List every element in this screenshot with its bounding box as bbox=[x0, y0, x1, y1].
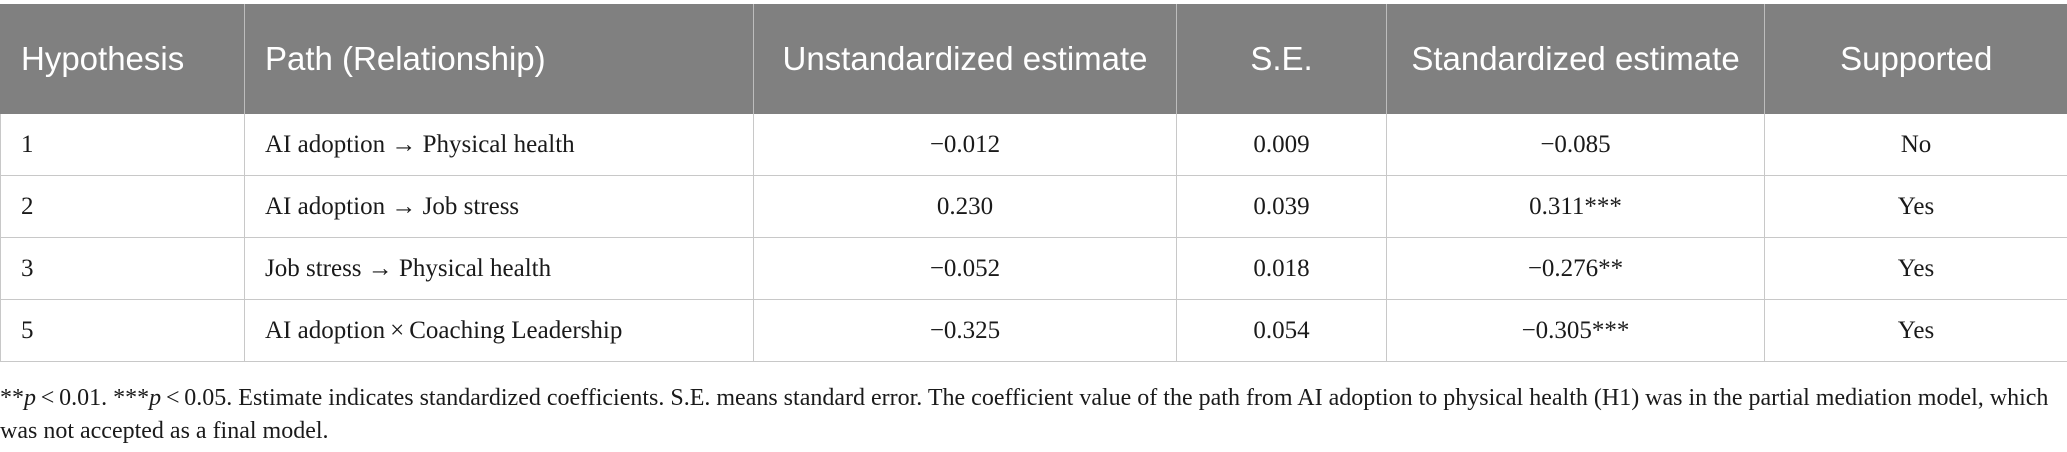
cell-se: 0.018 bbox=[1176, 237, 1387, 300]
cell-supported: Yes bbox=[1764, 299, 2067, 362]
cell-unstandardized: −0.012 bbox=[753, 114, 1177, 176]
cell-unstandardized: −0.052 bbox=[753, 237, 1177, 300]
table-row: 5 AI adoption × Coaching Leadership −0.3… bbox=[0, 299, 2067, 362]
cell-path: AI adoption × Coaching Leadership bbox=[244, 299, 754, 362]
footnote-sig1-p: p bbox=[24, 385, 36, 411]
table-header: Hypothesis Path (Relationship) Unstandar… bbox=[0, 4, 2067, 114]
header-supported: Supported bbox=[1764, 4, 2067, 114]
table-body: 1 AI adoption → Physical health −0.012 0… bbox=[0, 114, 2067, 362]
header-standardized-estimate: Standardized estimate bbox=[1386, 4, 1765, 114]
footnote-sig1-rest: < 0.01. bbox=[36, 385, 114, 411]
cell-se: 0.009 bbox=[1176, 114, 1387, 176]
cell-supported: Yes bbox=[1764, 237, 2067, 300]
cell-standardized: −0.276** bbox=[1386, 237, 1765, 300]
cell-hypothesis: 3 bbox=[0, 237, 245, 300]
hypothesis-results-table: Hypothesis Path (Relationship) Unstandar… bbox=[0, 4, 2067, 362]
cell-path: Job stress → Physical health bbox=[244, 237, 754, 300]
footnote-sig1-stars: ** bbox=[0, 385, 24, 411]
header-row: Hypothesis Path (Relationship) Unstandar… bbox=[0, 4, 2067, 114]
header-path: Path (Relationship) bbox=[244, 4, 754, 114]
cell-unstandardized: 0.230 bbox=[753, 175, 1177, 238]
footnote-sig2-stars: *** bbox=[113, 385, 150, 411]
cell-path: AI adoption → Physical health bbox=[244, 114, 754, 176]
results-table-container: Hypothesis Path (Relationship) Unstandar… bbox=[0, 4, 2067, 362]
header-unstandardized-estimate: Unstandardized estimate bbox=[753, 4, 1177, 114]
cell-standardized: 0.311*** bbox=[1386, 175, 1765, 238]
cell-path: AI adoption → Job stress bbox=[244, 175, 754, 238]
cell-supported: Yes bbox=[1764, 175, 2067, 238]
cell-se: 0.039 bbox=[1176, 175, 1387, 238]
table-row: 2 AI adoption → Job stress 0.230 0.039 0… bbox=[0, 175, 2067, 238]
table-footnote: **p < 0.01. ***p < 0.05. Estimate indica… bbox=[0, 382, 2050, 448]
footnote-sig2-rest: < 0.05. Estimate indicates standardized … bbox=[0, 385, 2049, 444]
cell-standardized: −0.305*** bbox=[1386, 299, 1765, 362]
header-hypothesis: Hypothesis bbox=[0, 4, 245, 114]
cell-supported: No bbox=[1764, 114, 2067, 176]
cell-se: 0.054 bbox=[1176, 299, 1387, 362]
cell-hypothesis: 1 bbox=[0, 114, 245, 176]
table-row: 3 Job stress → Physical health −0.052 0.… bbox=[0, 237, 2067, 300]
table-row: 1 AI adoption → Physical health −0.012 0… bbox=[0, 114, 2067, 176]
cell-hypothesis: 5 bbox=[0, 299, 245, 362]
header-se: S.E. bbox=[1176, 4, 1387, 114]
cell-unstandardized: −0.325 bbox=[753, 299, 1177, 362]
footnote-sig2-p: p bbox=[149, 385, 162, 411]
cell-hypothesis: 2 bbox=[0, 175, 245, 238]
cell-standardized: −0.085 bbox=[1386, 114, 1765, 176]
